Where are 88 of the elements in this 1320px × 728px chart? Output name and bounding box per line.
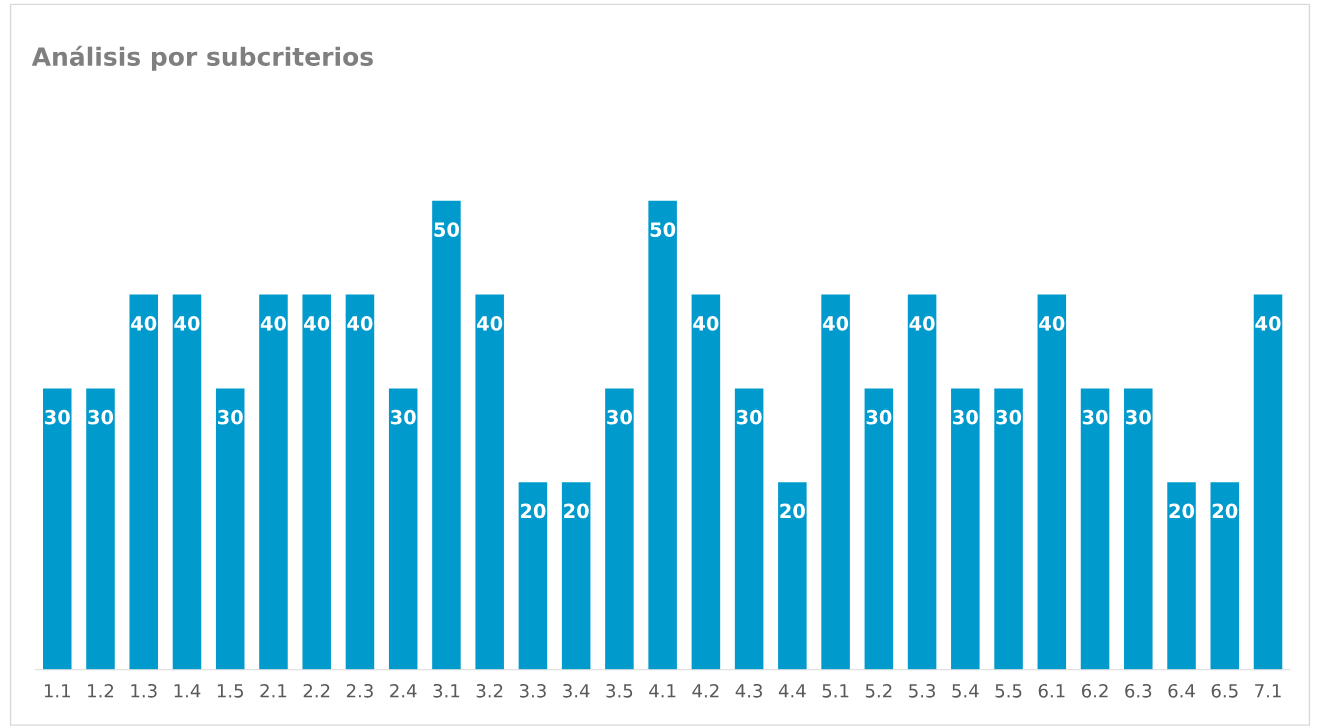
x-tick-label: 4.4: [778, 684, 806, 698]
bar: [259, 294, 288, 670]
bar: [994, 388, 1023, 670]
bar: [907, 294, 937, 670]
bar: [1167, 482, 1196, 670]
bar: [648, 200, 677, 670]
x-tick-label: 1.1: [44, 684, 70, 698]
bar: [86, 388, 115, 670]
data-label: 30: [45, 409, 70, 425]
bar: [518, 482, 548, 670]
bar: [388, 388, 418, 670]
bar: [1080, 388, 1110, 670]
x-tick-label: 3.2: [476, 683, 503, 698]
bar: [864, 388, 894, 670]
bar: [475, 294, 504, 670]
bar: [1210, 482, 1240, 670]
x-tick-label: 6.1: [1038, 683, 1065, 698]
bar: [215, 388, 245, 670]
data-label: 50: [434, 222, 460, 237]
data-label: 30: [996, 409, 1022, 425]
x-tick-label: 5.3: [909, 683, 935, 698]
x-tick-label: 5.1: [822, 684, 849, 698]
x-tick-label: 2.4: [390, 683, 417, 698]
data-label: 30: [1082, 409, 1108, 425]
x-tick-label: 6.5: [1211, 683, 1238, 698]
x-tick-label: 5.4: [952, 684, 979, 698]
data-label: 20: [1169, 503, 1195, 519]
data-label: 40: [347, 316, 373, 331]
x-tick-label: 6.3: [1125, 683, 1152, 698]
x-tick-label: 3.1: [433, 683, 460, 698]
x-tick-label: 1.3: [131, 683, 157, 698]
bar: [1124, 388, 1153, 670]
bar: [129, 294, 159, 670]
data-label: 30: [390, 409, 416, 425]
x-tick-label: 5.2: [865, 683, 892, 698]
x-tick-label: 5.5: [995, 684, 1022, 698]
x-tick-label: 6.4: [1168, 683, 1195, 698]
bar: [432, 200, 461, 670]
data-label: 30: [953, 409, 978, 425]
bar: [172, 294, 202, 670]
data-label: 20: [1212, 503, 1238, 519]
x-tick-label: 7.1: [1255, 684, 1281, 698]
data-label: 40: [174, 316, 200, 331]
bar: [734, 388, 764, 670]
bar: [778, 482, 807, 670]
data-label: 30: [88, 409, 114, 425]
x-tick-label: 2.3: [346, 683, 373, 698]
data-label: 40: [131, 316, 157, 331]
data-label: 20: [564, 503, 589, 519]
data-label: 30: [736, 409, 762, 425]
x-tick-label: 3.4: [563, 683, 590, 698]
x-tick-label: 4.1: [649, 684, 676, 698]
bar: [561, 482, 591, 670]
data-label: 40: [260, 316, 287, 331]
data-label: 40: [909, 316, 935, 331]
x-tick-label: 1.4: [174, 684, 201, 698]
data-label: 20: [780, 503, 805, 519]
bar: [42, 388, 72, 670]
x-tick-label: 4.3: [735, 683, 763, 698]
x-tick-label: 6.2: [1081, 683, 1108, 698]
bar: [821, 294, 850, 670]
bar: [302, 294, 331, 670]
data-label: 30: [866, 409, 892, 425]
data-label: 40: [822, 316, 849, 331]
x-tick-label: 2.2: [303, 683, 330, 698]
chart-title: Análisis por subcriterios: [31, 45, 373, 71]
x-tick-label: 2.1: [260, 683, 287, 698]
bar: [1037, 294, 1067, 670]
data-label: 40: [304, 316, 330, 331]
data-label: 30: [607, 409, 632, 425]
data-label: 30: [218, 409, 243, 425]
data-label: 30: [1126, 409, 1151, 425]
bar: [345, 294, 375, 670]
data-label: 40: [1255, 316, 1281, 331]
data-label: 40: [1039, 316, 1065, 331]
x-tick-label: 3.5: [606, 683, 633, 698]
data-label: 50: [650, 222, 676, 237]
x-tick-label: 1.2: [88, 683, 114, 698]
data-label: 20: [520, 503, 546, 519]
bar: [1253, 294, 1283, 670]
bar: [691, 294, 721, 670]
bar: [951, 388, 980, 670]
x-tick-label: 3.3: [519, 683, 546, 698]
data-label: 40: [693, 316, 719, 331]
x-tick-label: 4.2: [692, 683, 719, 698]
bar: [605, 388, 634, 670]
data-label: 40: [477, 316, 503, 331]
x-tick-label: 1.5: [217, 684, 244, 698]
